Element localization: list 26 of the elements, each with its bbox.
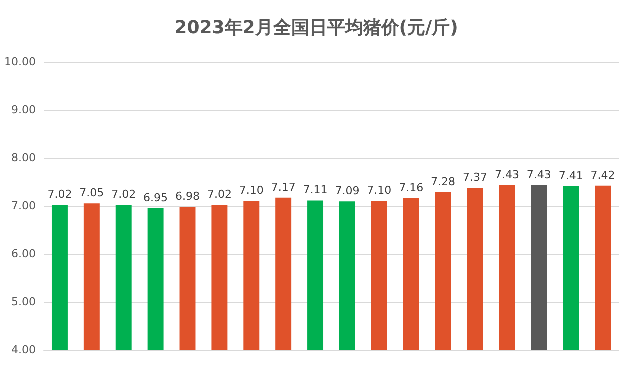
data-label: 7.41 xyxy=(558,169,584,182)
data-label: 7.42 xyxy=(590,168,616,182)
y-tick-label: 10.00 xyxy=(4,56,36,68)
data-label: 7.11 xyxy=(303,184,328,197)
y-tick-label: 8.00 xyxy=(12,152,36,164)
data-label: 7.28 xyxy=(431,176,456,189)
data-label: 7.43 xyxy=(494,168,520,182)
y-tick-label: 6.00 xyxy=(12,248,36,260)
data-label: 7.05 xyxy=(80,186,104,200)
data-label: 7.02 xyxy=(207,188,232,202)
data-label: 7.16 xyxy=(399,181,424,194)
data-label: 6.95 xyxy=(144,191,168,204)
y-tick-label: 4.00 xyxy=(12,344,36,356)
data-label: 7.02 xyxy=(112,188,136,202)
chart-title: 2023年2月全国日平均猪价(元/斤) xyxy=(174,18,458,38)
data-label: 7.10 xyxy=(367,184,392,198)
data-label: 7.17 xyxy=(271,180,296,194)
y-tick-label: 7.00 xyxy=(12,200,36,212)
data-label: 7.43 xyxy=(526,168,552,182)
y-tick-label: 5.00 xyxy=(12,296,36,308)
data-label: 7.02 xyxy=(48,188,72,202)
data-label: 6.98 xyxy=(176,190,200,203)
data-label: 7.09 xyxy=(335,184,360,198)
data-label: 7.37 xyxy=(463,171,488,184)
y-tick-label: 9.00 xyxy=(12,104,36,116)
data-label: 7.10 xyxy=(239,184,264,198)
